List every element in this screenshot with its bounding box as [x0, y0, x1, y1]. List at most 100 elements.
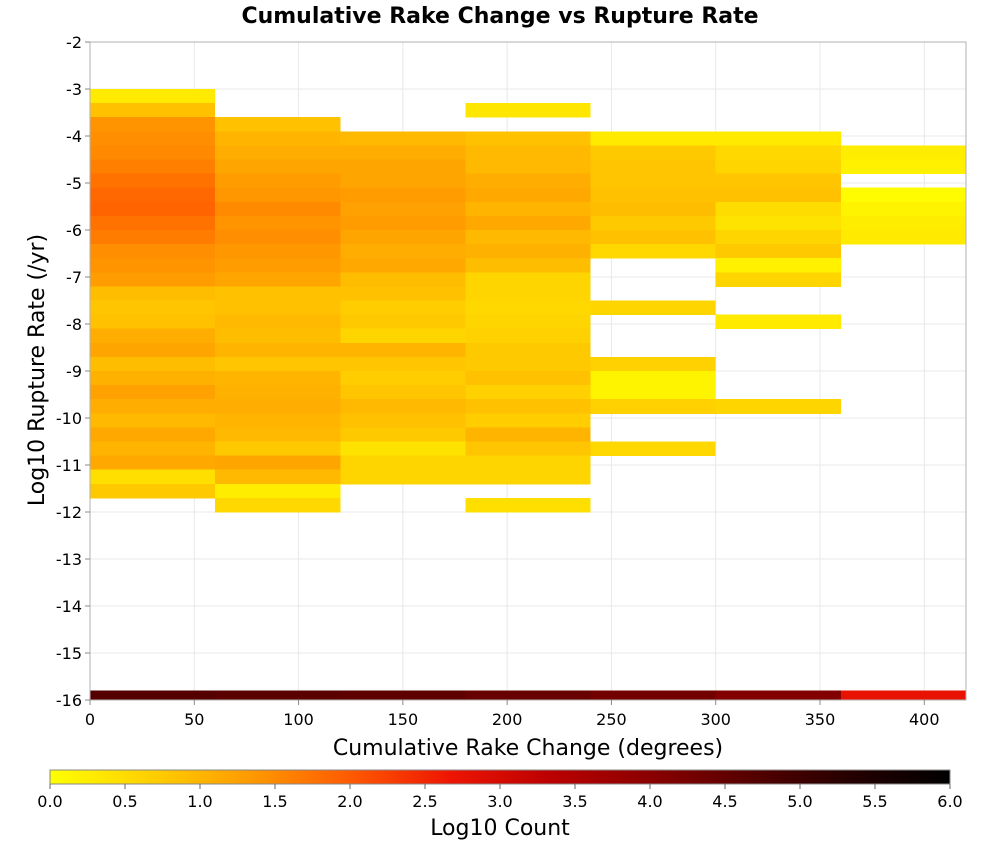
heatmap-cell — [590, 356, 716, 372]
heatmap-cell — [215, 497, 341, 513]
colorbar-tick-label: 0.5 — [112, 792, 137, 811]
heatmap-cell — [340, 314, 466, 330]
heatmap-cell — [90, 258, 216, 273]
heatmap-cell — [90, 145, 216, 160]
heatmap-cell — [90, 272, 216, 287]
heatmap-cell — [465, 314, 591, 330]
heatmap-cell — [590, 173, 716, 189]
heatmap-cell — [215, 427, 341, 442]
heatmap-cell — [465, 201, 591, 217]
heatmap-cell — [215, 356, 341, 372]
heatmap-cell — [715, 173, 841, 189]
heatmap-cell — [90, 187, 216, 203]
heatmap-cell — [340, 455, 466, 471]
y-tick-label: -7 — [66, 268, 82, 287]
colorbar-tick-label: 4.5 — [712, 792, 737, 811]
y-axis-label: Log10 Rupture Rate (/yr) — [25, 234, 50, 506]
heatmap-cell — [715, 258, 841, 273]
heatmap-cell — [90, 385, 216, 400]
heatmap-cell — [215, 159, 341, 175]
heatmap-cell — [215, 258, 341, 273]
heatmap-cell — [90, 455, 216, 471]
heatmap-cell — [465, 286, 591, 301]
heatmap-cell — [340, 272, 466, 287]
heatmap-cell — [90, 201, 216, 217]
heatmap-cell — [590, 300, 716, 316]
heatmap-cell — [215, 230, 341, 245]
y-tick-label: -15 — [56, 644, 82, 663]
heatmap-cell — [90, 286, 216, 301]
heatmap-cell — [465, 300, 591, 316]
heatmap-cell — [840, 230, 966, 245]
heatmap-cell — [590, 441, 716, 457]
heatmap-cell — [465, 441, 591, 457]
heatmap-cell — [715, 244, 841, 259]
heatmap-cell — [465, 230, 591, 245]
heatmap-cell — [215, 385, 341, 400]
heatmap-cell — [340, 371, 466, 386]
heatmap-cell — [215, 455, 341, 471]
heatmap-cell — [465, 328, 591, 344]
heatmap-cell — [215, 690, 341, 701]
y-tick-label: -2 — [66, 33, 82, 52]
heatmap-cell — [340, 286, 466, 301]
heatmap-cell — [215, 272, 341, 287]
heatmap-cell — [465, 469, 591, 485]
colorbar — [49, 769, 951, 785]
y-tick-label: -8 — [66, 315, 82, 334]
x-tick-label: 250 — [596, 710, 627, 729]
colorbar-tick-label: 3.5 — [562, 792, 587, 811]
heatmap-cell — [340, 356, 466, 372]
heatmap-cell — [340, 258, 466, 273]
heatmap-cell — [465, 131, 591, 146]
colorbar-tick-label: 1.5 — [262, 792, 287, 811]
heatmap-cell — [715, 314, 841, 330]
y-tick-label: -14 — [56, 597, 82, 616]
colorbar-tick-label: 4.0 — [637, 792, 662, 811]
colorbar-tick-label: 2.0 — [337, 792, 362, 811]
heatmap-cell — [715, 272, 841, 287]
y-tick-label: -4 — [66, 127, 82, 146]
heatmap-cell — [215, 314, 341, 330]
y-tick-label: -16 — [56, 691, 82, 710]
heatmap-cell — [590, 187, 716, 203]
heatmap-cell — [590, 201, 716, 217]
heatmap-cell — [340, 469, 466, 485]
y-axis-ticks: -2 -3 -4 -5 -6 -7 -8 -9 -10 -11 -12 -13 -14 -15 -16 — [56, 33, 90, 710]
heatmap-cell — [215, 145, 341, 160]
heatmap-cell — [465, 455, 591, 471]
heatmap-cell — [90, 215, 216, 231]
colorbar-ticks: 0.0 0.5 1.0 1.5 2.0 2.5 3.0 3.5 4.0 4.5 5.0 5.5 6.0 — [37, 784, 963, 811]
heatmap-cell — [215, 173, 341, 189]
heatmap-cell — [590, 244, 716, 259]
heatmap-cell — [465, 145, 591, 160]
heatmap-cell — [590, 131, 716, 146]
chart-title: Cumulative Rake Change vs Rupture Rate — [241, 4, 758, 29]
heatmap-cell — [215, 300, 341, 316]
y-tick-label: -6 — [66, 221, 82, 240]
x-tick-label: 200 — [492, 710, 523, 729]
heatmap-cell — [465, 342, 591, 358]
heatmap-cell — [90, 89, 216, 104]
heatmap-cell — [465, 272, 591, 287]
heatmap-cell — [90, 469, 216, 485]
heatmap-cell — [590, 399, 716, 414]
heatmap-cell — [465, 215, 591, 231]
heatmap-cell — [215, 399, 341, 414]
colorbar-tick-label: 2.5 — [412, 792, 437, 811]
heatmap-cell — [340, 399, 466, 414]
heatmap-cell — [215, 187, 341, 203]
heatmap-cell — [340, 441, 466, 457]
heatmap-cell — [215, 286, 341, 301]
heatmap-cell — [215, 215, 341, 231]
heatmap-cell — [215, 328, 341, 344]
heatmap-cell — [465, 356, 591, 372]
heatmap-cell — [465, 399, 591, 414]
heatmap-cell — [590, 371, 716, 386]
colorbar-tick-label: 5.5 — [862, 792, 887, 811]
heatmap-cell — [715, 159, 841, 175]
heatmap-cell — [215, 469, 341, 485]
heatmap-cell — [840, 201, 966, 217]
heatmap-cell — [90, 371, 216, 386]
heatmap-cell — [840, 187, 966, 203]
